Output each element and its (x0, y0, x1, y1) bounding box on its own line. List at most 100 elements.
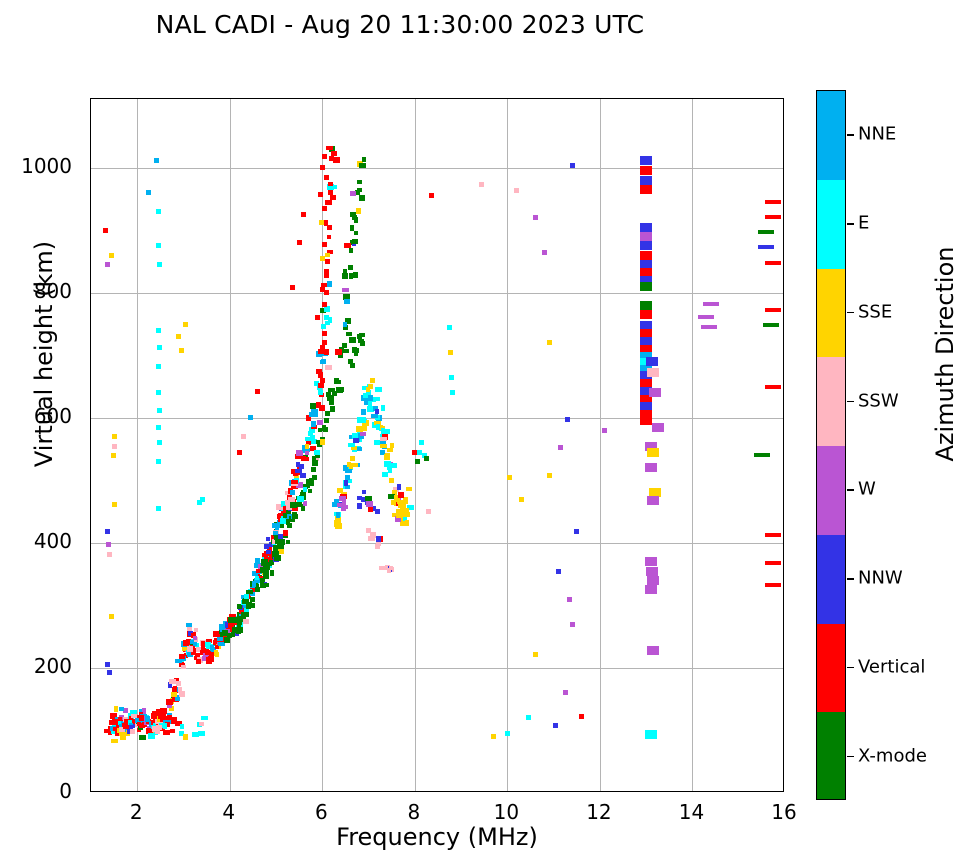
data-point (388, 493, 396, 499)
data-point (343, 479, 348, 486)
data-point (361, 416, 366, 423)
data-point (271, 535, 277, 541)
data-point (138, 709, 144, 714)
y-tick-label: 400 (33, 528, 72, 553)
data-point (765, 384, 782, 389)
data-point (323, 272, 329, 278)
data-point (381, 427, 386, 434)
data-point (765, 582, 782, 587)
data-point (264, 568, 270, 574)
data-point (514, 188, 520, 194)
data-point (763, 323, 780, 328)
data-point (366, 501, 374, 508)
colorbar-tick (847, 311, 854, 314)
data-point (357, 438, 362, 442)
data-point (110, 452, 116, 458)
data-point (174, 677, 180, 683)
data-point (142, 707, 147, 714)
data-point (640, 320, 653, 330)
data-point (314, 381, 320, 387)
gridlines (91, 99, 783, 791)
data-point (758, 245, 775, 250)
data-point (251, 570, 258, 576)
data-point (347, 462, 352, 468)
data-point (161, 712, 167, 719)
data-point (354, 190, 360, 196)
data-point (291, 505, 298, 511)
data-point (349, 456, 355, 461)
data-point (241, 434, 247, 440)
data-point (647, 645, 660, 655)
data-point (296, 240, 302, 246)
data-point (216, 632, 222, 639)
data-point (176, 681, 182, 687)
data-point (334, 348, 342, 355)
data-point (644, 441, 657, 451)
data-point (342, 342, 348, 348)
data-point (330, 151, 337, 157)
data-point (347, 265, 353, 271)
data-point (320, 360, 325, 365)
data-point (277, 544, 285, 550)
data-point (328, 181, 334, 186)
data-point (119, 706, 125, 711)
data-point (398, 491, 405, 498)
data-point (233, 617, 240, 624)
data-point (282, 512, 287, 518)
data-point (178, 347, 184, 353)
data-point (107, 551, 112, 557)
data-point (279, 517, 287, 524)
data-point (315, 439, 323, 444)
data-point (155, 424, 161, 430)
colorbar-segment-nne (817, 91, 845, 181)
data-point (255, 558, 261, 565)
data-point (255, 575, 263, 580)
data-point (414, 459, 420, 465)
data-point (343, 269, 348, 274)
data-point (361, 157, 366, 163)
data-point (169, 706, 175, 712)
data-point (374, 409, 379, 415)
data-point (259, 577, 265, 583)
data-point (640, 310, 653, 320)
data-point (640, 402, 653, 412)
data-point (327, 394, 335, 401)
data-point (200, 496, 206, 502)
gridline-vertical (137, 99, 139, 791)
data-point (325, 259, 331, 265)
data-point (104, 662, 110, 668)
data-point (166, 718, 171, 725)
data-point (388, 478, 394, 483)
data-point (368, 384, 374, 390)
page-title: NAL CADI - Aug 20 11:30:00 2023 UTC (155, 10, 645, 39)
data-point (765, 200, 782, 205)
data-point (107, 669, 112, 675)
data-point (555, 568, 561, 574)
data-point (305, 436, 313, 441)
data-point (402, 516, 407, 521)
data-point (239, 615, 246, 622)
x-tick-label: 4 (222, 800, 236, 824)
data-point (355, 207, 361, 214)
data-point (374, 440, 382, 446)
gridline-horizontal (91, 167, 783, 169)
data-point (287, 522, 293, 528)
data-point (765, 308, 782, 313)
data-point (311, 408, 319, 413)
data-point (507, 474, 513, 480)
data-point (310, 482, 315, 487)
data-point (326, 250, 333, 255)
data-point (296, 470, 302, 476)
data-point (405, 486, 412, 491)
y-axis-title: Virtual height (km) (30, 240, 58, 468)
data-point (367, 406, 375, 413)
data-point (106, 541, 112, 547)
colorbar-label-w: W (858, 478, 876, 500)
data-point (321, 424, 326, 431)
data-point (186, 627, 192, 632)
data-point (278, 533, 284, 539)
data-point (271, 523, 278, 529)
data-point (167, 703, 173, 708)
data-point (173, 686, 178, 693)
colorbar-title: Azimuth Direction (931, 246, 958, 462)
